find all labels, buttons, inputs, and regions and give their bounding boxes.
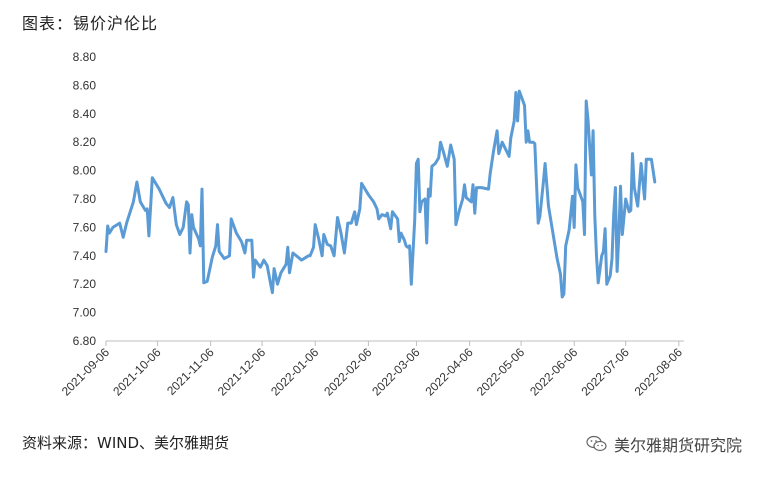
- y-tick-label: 8.60: [73, 78, 97, 92]
- x-tick-label: 2022-01-06: [268, 345, 322, 399]
- y-tick-label: 8.00: [73, 164, 97, 178]
- line-chart: 6.80 7.00 7.20 7.40 7.60 7.80 8.00 8.20 8.40 8.60…: [59, 50, 686, 399]
- x-tick-label: 2022-06-06: [527, 345, 581, 399]
- y-tick-label: 8.40: [73, 107, 97, 121]
- x-tick-label: 2021-09-06: [59, 345, 113, 399]
- chart-title: 图表：锡价沪伦比: [22, 14, 159, 33]
- x-tick-label: 2022-07-06: [578, 345, 632, 399]
- wechat-icon: [586, 435, 607, 452]
- y-tick-label: 8.20: [73, 135, 97, 149]
- x-tick-label: 2021-10-06: [110, 345, 164, 399]
- y-tick-label: 7.20: [73, 277, 97, 291]
- y-tick-label: 7.80: [73, 192, 97, 206]
- x-tick-label: 2022-03-06: [369, 345, 423, 399]
- y-tick-label: 6.80: [73, 334, 97, 348]
- y-tick-label: 7.40: [73, 249, 97, 263]
- x-tick-label: 2022-08-06: [632, 345, 686, 399]
- y-axis: 6.80 7.00 7.20 7.40 7.60 7.80 8.00 8.20 8.40 8.60…: [73, 50, 97, 348]
- x-tick-label: 2021-11-06: [164, 345, 217, 398]
- y-tick-label: 7.00: [73, 306, 97, 320]
- x-tick-label: 2022-05-06: [474, 345, 528, 399]
- watermark-text: 美尔雅期货研究院: [613, 436, 742, 455]
- x-tick-label: 2021-12-06: [215, 345, 269, 399]
- y-tick-label: 8.80: [73, 50, 97, 64]
- source-note: 资料来源：WIND、美尔雅期货: [22, 434, 230, 452]
- x-tick-label: 2022-04-06: [422, 345, 476, 399]
- watermark: 美尔雅期货研究院: [586, 432, 742, 456]
- series-line-0: [104, 89, 657, 299]
- y-tick-label: 7.60: [73, 220, 97, 234]
- x-tick-label: 2022-02-06: [321, 345, 375, 399]
- series-group: [104, 89, 657, 299]
